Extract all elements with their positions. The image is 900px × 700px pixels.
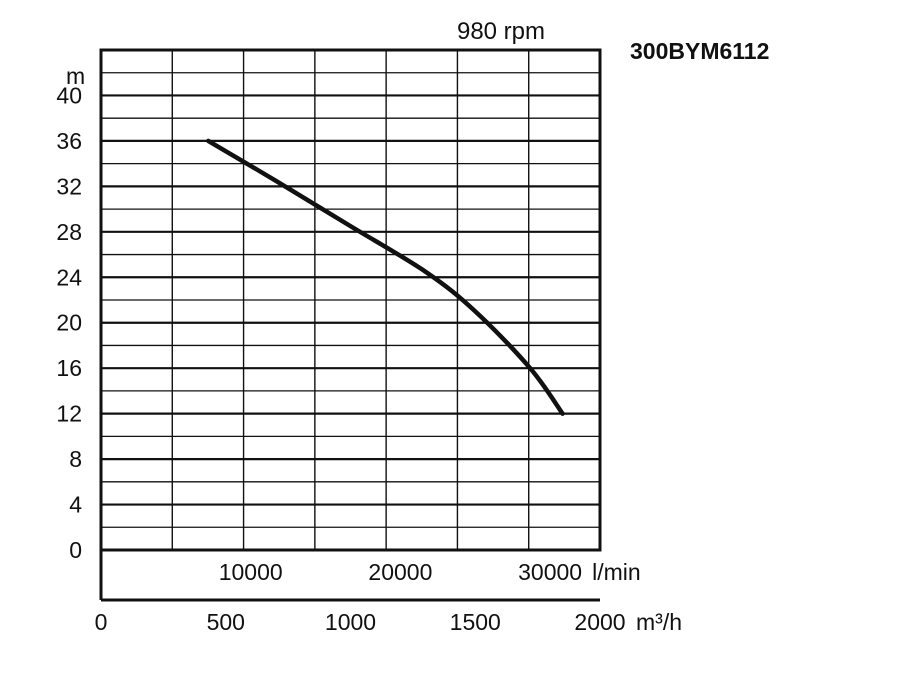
x-m3h-tick-label: 1000 xyxy=(325,609,376,635)
chart-title: 980 rpm xyxy=(457,18,545,45)
y-tick-label: 8 xyxy=(69,446,82,472)
x-lpm-tick-label: 20000 xyxy=(368,559,432,585)
x-lpm-tick-label: 30000 xyxy=(518,559,582,585)
x-m3h-tick-label: 500 xyxy=(207,609,245,635)
performance-curve xyxy=(206,138,565,416)
y-tick-label: 40 xyxy=(56,82,82,108)
x-m3h-tick-label: 2000 xyxy=(574,609,625,635)
x-lpm-unit-label: l/min xyxy=(592,559,641,585)
x-m3h-tick-label: 0 xyxy=(95,609,108,635)
y-tick-label: 32 xyxy=(56,173,82,199)
x-m3h-tick-label: 1500 xyxy=(450,609,501,635)
model-name: 300BYM6112 xyxy=(630,38,769,64)
y-tick-label: 20 xyxy=(56,310,82,336)
y-tick-label: 16 xyxy=(56,355,82,381)
series-line xyxy=(206,138,565,416)
x-m3h-unit-label: m³/h xyxy=(636,609,682,635)
y-tick-label: 0 xyxy=(69,537,82,563)
x-lpm-tick-label: 10000 xyxy=(219,559,283,585)
y-tick-label: 24 xyxy=(56,264,82,290)
y-tick-label: 36 xyxy=(56,128,82,154)
y-tick-label: 12 xyxy=(56,401,82,427)
chart-frame xyxy=(99,48,602,602)
chart-grid xyxy=(101,50,600,550)
y-tick-label: 28 xyxy=(56,219,82,245)
y-tick-label: 4 xyxy=(69,492,82,518)
y-axis-label: m xyxy=(66,63,85,89)
